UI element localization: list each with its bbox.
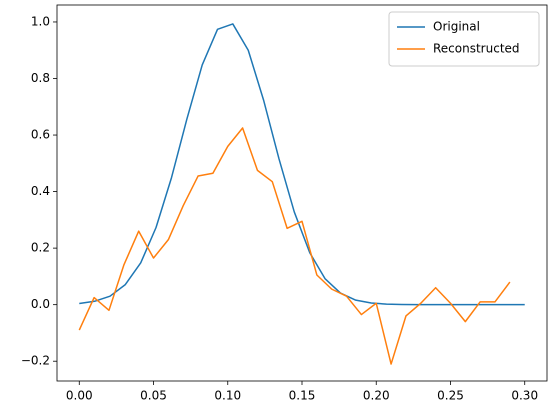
y-tick-label: 0.0 <box>31 297 50 311</box>
y-tick-label: 0.4 <box>31 184 50 198</box>
x-tick-label: 0.30 <box>511 389 538 403</box>
y-tick-label: 0.8 <box>31 71 50 85</box>
series-line <box>78 127 511 365</box>
y-tick-label: −0.2 <box>21 354 50 368</box>
legend-label: Original <box>433 20 480 34</box>
y-tick-label: 0.6 <box>31 128 50 142</box>
x-tick-label: 0.20 <box>363 389 390 403</box>
series-line <box>79 23 525 306</box>
y-tick-label: 1.0 <box>31 14 50 28</box>
plot-frame <box>56 4 548 382</box>
y-tick-label: 0.2 <box>31 241 50 255</box>
legend-label: Reconstructed <box>433 42 520 56</box>
legend: Original Reconstructed <box>388 11 540 67</box>
x-tick-label: 0.15 <box>289 389 316 403</box>
x-tick-label: 0.10 <box>214 389 241 403</box>
x-tick-label: 0.05 <box>140 389 167 403</box>
legend-box <box>388 11 540 67</box>
x-tick-label: 0.00 <box>66 389 93 403</box>
x-tick-label: 0.25 <box>437 389 464 403</box>
